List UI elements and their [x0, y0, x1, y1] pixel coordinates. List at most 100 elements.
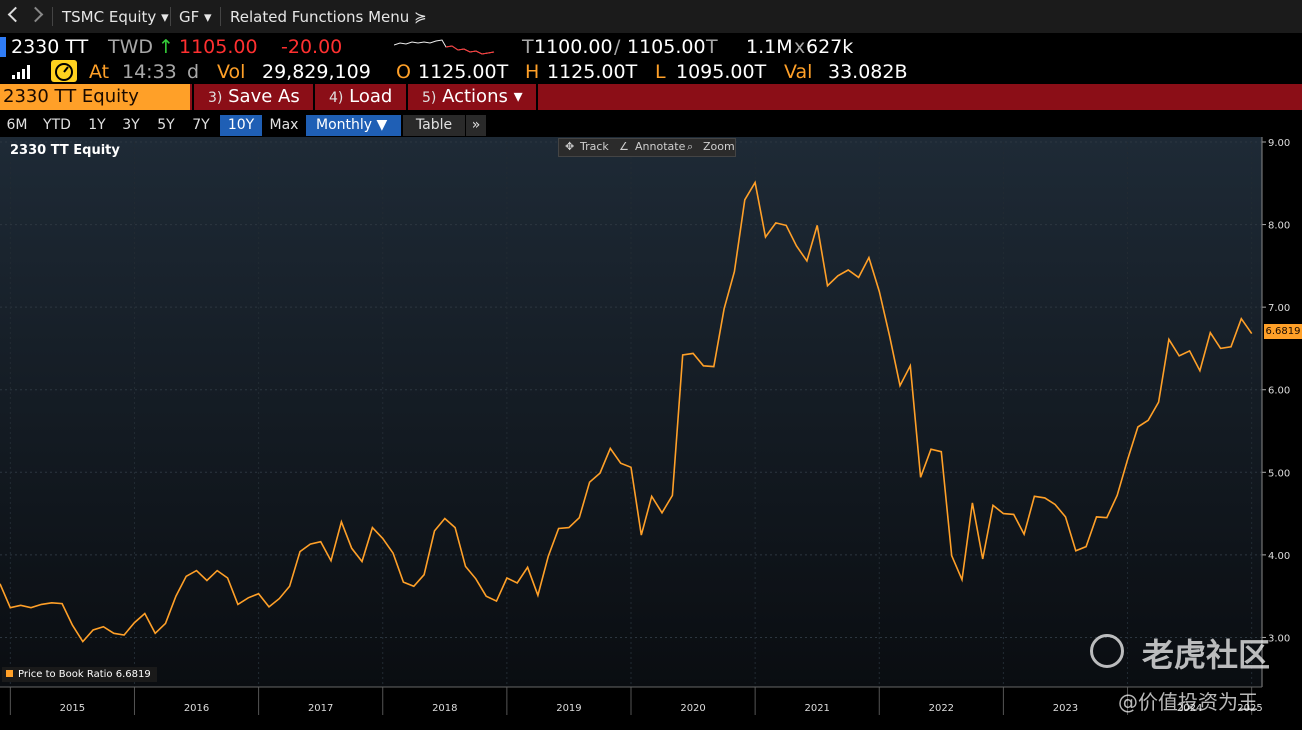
y-tick-label: 5.00	[1268, 468, 1290, 479]
range-5y[interactable]: 5Y	[157, 117, 175, 133]
y-axis: 3.00 4.00 5.00 6.00 7.00 8.00 9.00	[1261, 137, 1290, 687]
chevron-right-icon[interactable]	[27, 6, 44, 23]
range-7y[interactable]: 7Y	[192, 117, 210, 133]
trade-time: 14:33	[122, 61, 177, 83]
signal-bars-icon	[12, 65, 30, 79]
watermark-brand: 老虎社区	[1142, 636, 1271, 674]
bid-size: 1.1M	[746, 36, 793, 58]
x-tick-label: 2022	[929, 703, 954, 714]
y-axis-panel	[1262, 137, 1302, 687]
more-button[interactable]: »	[466, 115, 486, 136]
x-tick-label: 2017	[308, 703, 333, 714]
open-label: O	[396, 61, 411, 83]
value-label: Val	[784, 61, 813, 83]
related-functions-menu[interactable]: Related Functions Menu ≽	[230, 8, 427, 26]
high-label: H	[525, 61, 540, 83]
at-label: At	[89, 61, 110, 83]
low-label: L	[655, 61, 666, 83]
high-price: 1125.00T	[547, 61, 638, 83]
actions-number: 5)	[422, 90, 437, 106]
y-tick-label: 6.00	[1268, 386, 1290, 397]
chart-title: 2330 TT Equity	[10, 143, 120, 158]
last-price: 1105.00	[179, 36, 258, 58]
y-tick-label: 8.00	[1268, 221, 1290, 232]
series-price-to-book	[0, 180, 1253, 643]
open-price: 1125.00T	[418, 61, 509, 83]
y-tick-label: 3.00	[1268, 633, 1290, 644]
volume: 29,829,109	[262, 61, 371, 83]
bid-ask-slash: /	[614, 36, 621, 58]
save-as-number: 3)	[208, 90, 223, 106]
x-tick-label: 2016	[184, 703, 209, 714]
load-button[interactable]: 4) Load	[313, 84, 405, 110]
price-to-book-chart[interactable]: 3.004.005.006.007.008.009.00 2015 2016 201…	[0, 137, 1302, 730]
intraday-sparkline	[394, 39, 495, 55]
actions-label: Actions ▾	[442, 86, 523, 107]
y-tick-label: 7.00	[1268, 303, 1290, 314]
track-button[interactable]: Track	[580, 140, 609, 153]
quote-row-1: 2330 TT TWD ↑ 1105.00 -20.00 T 1100.00 /…	[0, 35, 1302, 59]
annotate-button[interactable]: Annotate	[635, 140, 686, 153]
zoom-icon: ⌕	[687, 140, 694, 153]
price-change: -20.00	[281, 36, 343, 58]
x-tick-label: 2024	[1177, 703, 1202, 714]
range-max[interactable]: Max	[269, 117, 299, 133]
load-number: 4)	[329, 90, 344, 106]
time-flag: d	[187, 61, 200, 83]
frequency-dropdown[interactable]: Monthly ▼	[306, 115, 401, 136]
range-10y[interactable]: 10Y	[220, 115, 262, 136]
load-label: Load	[349, 86, 393, 107]
divider	[220, 7, 221, 26]
traded-value: 33.082B	[828, 61, 908, 83]
x-tick-label: 2020	[680, 703, 705, 714]
x-axis: 2015 2016 2017 2018 2019 2020 2021 2022 2023 2024…	[0, 686, 1263, 715]
save-as-button[interactable]: 3) Save As	[192, 84, 312, 110]
quote-row-2: At 14:33 d Vol 29,829,109 O 1125.00T H 1…	[0, 60, 1302, 84]
last-value-tag: 6.6819	[1264, 324, 1302, 339]
track-icon: ✥	[565, 140, 575, 153]
y-tick-label: 9.00	[1268, 138, 1290, 149]
x-tick-label: 2015	[60, 703, 85, 714]
divider	[52, 7, 53, 26]
series-line-price-to-book	[0, 180, 1253, 643]
chart-legend[interactable]: Price to Book Ratio 6.6819	[2, 667, 157, 682]
legend-swatch	[6, 670, 13, 677]
security-input[interactable]: 2330 TT Equity	[0, 84, 190, 110]
top-nav-bar: TSMC Equity ▾ GF ▾ Related Functions Men…	[0, 0, 1302, 33]
chart-toolbar: ✥ Track ∠ Annotate ⌕ Zoom	[558, 138, 736, 157]
actions-button[interactable]: 5) Actions ▾	[406, 84, 538, 110]
x-tick-label: 2021	[804, 703, 829, 714]
security-dropdown[interactable]: TSMC Equity ▾	[62, 8, 169, 26]
function-bar: 2330 TT Equity 3) Save As 4) Load 5) Act…	[0, 84, 1302, 110]
range-ytd[interactable]: YTD	[43, 117, 71, 133]
range-1y[interactable]: 1Y	[88, 117, 106, 133]
focus-marker	[0, 37, 6, 57]
function-dropdown[interactable]: GF ▾	[179, 8, 212, 26]
divider	[170, 7, 171, 26]
range-6m[interactable]: 6M	[6, 117, 28, 133]
chevron-left-icon[interactable]	[7, 6, 24, 23]
bid-prefix: T	[522, 36, 534, 58]
ask-size: 627k	[806, 36, 854, 58]
ticker: 2330 TT	[11, 36, 89, 58]
annotate-icon: ∠	[619, 140, 629, 153]
currency: TWD	[108, 36, 154, 58]
y-tick-label: 4.00	[1268, 551, 1290, 562]
x-tick-label: 2019	[556, 703, 581, 714]
legend-label: Price to Book Ratio 6.6819	[18, 669, 151, 680]
tiger-logo-icon	[1090, 634, 1124, 668]
x-tick-label: 2018	[432, 703, 457, 714]
ask-price: 1105.00	[627, 36, 706, 58]
range-3y[interactable]: 3Y	[122, 117, 140, 133]
gauge-icon[interactable]	[51, 60, 77, 82]
low-price: 1095.00T	[676, 61, 767, 83]
up-arrow-icon: ↑	[158, 36, 174, 58]
x-tick-label: 2023	[1053, 703, 1078, 714]
save-as-label: Save As	[228, 86, 300, 107]
x-tick-label: 2025	[1237, 703, 1262, 714]
volume-label: Vol	[217, 61, 246, 83]
bid-price: 1100.00	[534, 36, 613, 58]
size-separator: x	[794, 36, 806, 58]
table-button[interactable]: Table	[403, 115, 465, 136]
zoom-button[interactable]: Zoom	[703, 140, 735, 153]
